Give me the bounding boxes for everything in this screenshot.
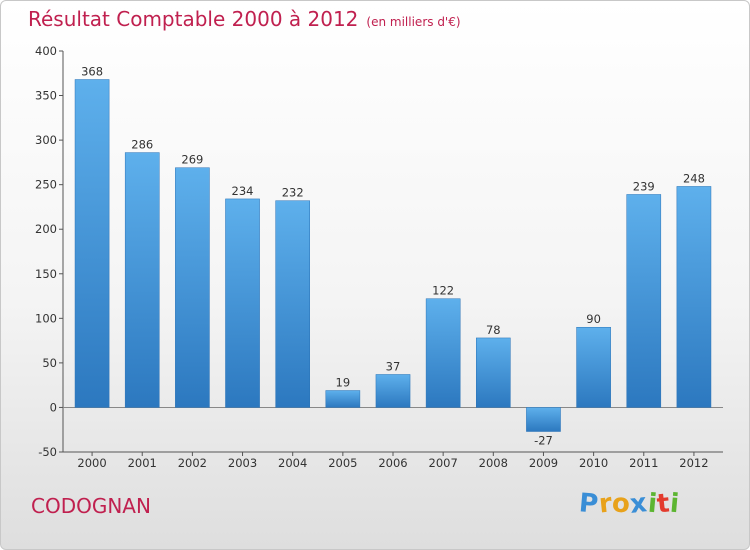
x-tick-label: 2006	[378, 456, 407, 470]
bar-2008	[476, 337, 511, 408]
bar-value-label: 78	[486, 323, 501, 337]
y-tick-label: 400	[35, 44, 57, 58]
y-tick-label: 300	[35, 133, 57, 147]
x-tick-label: 2010	[579, 456, 608, 470]
bar-value-label: 269	[181, 153, 203, 167]
bars-group: 368 286 269 234 232 19 37 122 78 -27 90 239 248	[74, 65, 712, 448]
proxiti-logo: Proxiti	[577, 488, 681, 520]
y-tick-label: -50	[38, 445, 57, 459]
bar-2000	[74, 79, 110, 408]
x-tick-label: 2005	[328, 456, 357, 470]
logo-letter: i	[668, 488, 681, 520]
bar-value-label: 239	[633, 179, 655, 193]
chart-title-text: Résultat Comptable 2000 à 2012	[28, 7, 359, 31]
chart-subtitle: (en milliers d'€)	[366, 15, 461, 29]
y-axis: -50 0 50 100 150 200 250 300 350 400	[35, 44, 64, 459]
y-tick-label: 0	[50, 400, 57, 414]
y-tick-label: 150	[35, 267, 57, 281]
bar-2010	[576, 326, 611, 408]
bar-2005	[325, 390, 361, 408]
y-tick-label: 200	[35, 222, 57, 236]
bar-value-label: 122	[432, 284, 454, 298]
bar-2003	[225, 198, 260, 408]
bar-2002	[175, 167, 210, 408]
x-tick-label: 2008	[479, 456, 508, 470]
bar-2012	[676, 186, 712, 408]
y-tick-label: 50	[42, 356, 57, 370]
bar-value-label: 286	[131, 138, 153, 152]
bar-2004	[275, 200, 310, 408]
bar-2009	[526, 407, 561, 432]
bar-2001	[124, 152, 160, 408]
bar-value-label: 232	[282, 186, 304, 200]
x-tick-label: 2009	[529, 456, 558, 470]
bar-value-label: -27	[534, 434, 553, 448]
x-axis: 2000 2001 2002 2003 2004 2005 2006 2007 2008 2009…	[63, 406, 723, 470]
logo-letter: P	[577, 488, 600, 520]
y-tick-label: 100	[35, 311, 57, 325]
x-tick-label: 2012	[679, 456, 708, 470]
y-tick-label: 250	[35, 178, 57, 192]
bar-2007	[425, 298, 461, 408]
bar-2011	[626, 194, 662, 408]
x-tick-label: 2000	[77, 456, 106, 470]
x-tick-label: 2003	[228, 456, 257, 470]
x-tick-label: 2007	[429, 456, 458, 470]
x-tick-label: 2004	[278, 456, 307, 470]
bar-value-label: 19	[336, 376, 351, 390]
bar-value-label: 37	[386, 359, 401, 373]
chart-title: Résultat Comptable 2000 à 2012 (en millie…	[28, 7, 461, 31]
x-tick-label: 2001	[128, 456, 157, 470]
bar-value-label: 368	[81, 65, 103, 79]
bar-value-label: 234	[232, 184, 254, 198]
bar-2006	[375, 374, 411, 408]
x-tick-label: 2002	[178, 456, 207, 470]
bar-value-label: 90	[586, 312, 601, 326]
y-tick-label: 350	[35, 89, 57, 103]
bar-value-label: 248	[683, 171, 705, 185]
town-name: CODOGNAN	[31, 494, 151, 518]
x-tick-label: 2011	[629, 456, 658, 470]
